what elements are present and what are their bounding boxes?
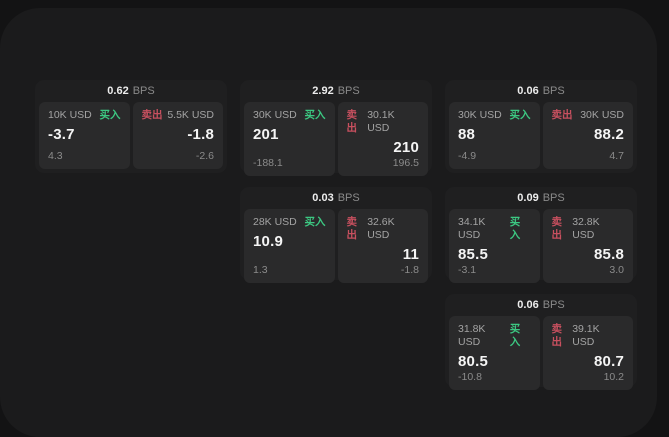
buy-delta: 4.3 [48, 150, 63, 162]
sell-amount: 30.1K USD [367, 109, 395, 134]
bps-unit-label: BPS [132, 85, 155, 97]
quote-panels: 34.1K USD 买入 85.5 -3.1 卖出 32.8K USD 85.8… [449, 209, 633, 283]
sell-amount: 39.1K USD [572, 323, 600, 348]
buy-amount: 28K USD [253, 216, 297, 228]
sell-amount: 30K USD [580, 109, 624, 121]
buy-delta: -188.1 [253, 157, 283, 169]
buy-side-label: 买入 [304, 216, 326, 228]
buy-side-label: 买入 [509, 216, 521, 241]
quote-card: 0.62 BPS 10K USD 买入 -3.7 4.3 卖出 5.5K USD… [35, 80, 227, 173]
bps-value: 0.06 [517, 299, 539, 311]
buy-delta: -10.8 [458, 371, 482, 383]
bps-value: 0.62 [107, 85, 129, 97]
sell-panel[interactable]: 卖出 32.8K USD 85.8 3.0 [542, 209, 633, 283]
sell-amount: 5.5K USD [167, 109, 214, 121]
quote-panels: 10K USD 买入 -3.7 4.3 卖出 5.5K USD -1.8 -2.… [39, 102, 223, 169]
bps-unit-label: BPS [542, 85, 565, 97]
quote-panels: 30K USD 买入 88 -4.9 卖出 30K USD 88.2 4.7 [449, 102, 633, 169]
bps-value: 0.09 [517, 192, 539, 204]
bps-header: 0.62 BPS [39, 80, 223, 102]
buy-amount: 30K USD [253, 109, 297, 121]
buy-amount: 34.1K USD [458, 216, 486, 241]
buy-price: 80.5 [458, 353, 488, 370]
sell-panel[interactable]: 卖出 32.6K USD 11 -1.8 [337, 209, 428, 283]
bps-unit-label: BPS [542, 192, 565, 204]
sell-price: 85.8 [594, 246, 624, 263]
bps-unit-label: BPS [337, 85, 360, 97]
sell-side-label: 卖出 [346, 109, 358, 134]
sell-delta: 10.2 [603, 371, 624, 383]
buy-delta: -4.9 [458, 150, 477, 162]
sell-side-label: 卖出 [141, 109, 163, 121]
buy-price: 201 [253, 126, 279, 143]
bps-header: 2.92 BPS [244, 80, 428, 102]
bps-header: 0.03 BPS [244, 187, 428, 209]
buy-panel[interactable]: 28K USD 买入 10.9 1.3 [244, 209, 335, 283]
buy-amount: 10K USD [48, 109, 92, 121]
sell-side-label: 卖出 [551, 109, 573, 121]
bps-value: 0.03 [312, 192, 334, 204]
quote-card: 0.06 BPS 30K USD 买入 88 -4.9 卖出 30K USD 8… [445, 80, 637, 173]
sell-delta: 196.5 [392, 157, 419, 169]
bps-unit-label: BPS [337, 192, 360, 204]
sell-amount: 32.6K USD [367, 216, 395, 241]
buy-panel[interactable]: 30K USD 买入 201 -188.1 [244, 102, 335, 176]
buy-panel[interactable]: 10K USD 买入 -3.7 4.3 [39, 102, 130, 169]
quote-panels: 28K USD 买入 10.9 1.3 卖出 32.6K USD 11 -1.8 [244, 209, 428, 283]
sell-price: 80.7 [594, 353, 624, 370]
quote-card: 0.06 BPS 31.8K USD 买入 80.5 -10.8 卖出 39.1… [445, 294, 637, 390]
sell-delta: -1.8 [400, 264, 419, 276]
sell-price: 88.2 [594, 126, 624, 143]
buy-delta: 1.3 [253, 264, 268, 276]
sell-delta: -2.6 [195, 150, 214, 162]
sell-panel[interactable]: 卖出 39.1K USD 80.7 10.2 [542, 316, 633, 390]
sell-delta: 3.0 [609, 264, 624, 276]
quote-card-grid: 0.62 BPS 10K USD 买入 -3.7 4.3 卖出 5.5K USD… [35, 80, 637, 390]
buy-panel[interactable]: 31.8K USD 买入 80.5 -10.8 [449, 316, 540, 390]
bps-value: 0.06 [517, 85, 539, 97]
sell-side-label: 卖出 [551, 323, 563, 348]
buy-price: 10.9 [253, 233, 283, 250]
sell-price: 11 [402, 246, 419, 263]
buy-side-label: 买入 [99, 109, 121, 121]
sell-delta: 4.7 [609, 150, 624, 162]
buy-side-label: 买入 [509, 109, 531, 121]
bps-header: 0.06 BPS [449, 80, 633, 102]
sell-amount: 32.8K USD [572, 216, 600, 241]
buy-price: -3.7 [48, 126, 75, 143]
quote-panels: 31.8K USD 买入 80.5 -10.8 卖出 39.1K USD 80.… [449, 316, 633, 390]
buy-side-label: 买入 [304, 109, 326, 121]
quote-card: 0.09 BPS 34.1K USD 买入 85.5 -3.1 卖出 32.8K… [445, 187, 637, 283]
bps-unit-label: BPS [542, 299, 565, 311]
quote-panels: 30K USD 买入 201 -188.1 卖出 30.1K USD 210 1… [244, 102, 428, 176]
sell-price: -1.8 [187, 126, 214, 143]
bps-header: 0.06 BPS [449, 294, 633, 316]
buy-amount: 31.8K USD [458, 323, 486, 348]
quote-card: 2.92 BPS 30K USD 买入 201 -188.1 卖出 30.1K … [240, 80, 432, 176]
buy-price: 88 [458, 126, 476, 143]
bps-header: 0.09 BPS [449, 187, 633, 209]
buy-panel[interactable]: 34.1K USD 买入 85.5 -3.1 [449, 209, 540, 283]
sell-side-label: 卖出 [346, 216, 358, 241]
buy-price: 85.5 [458, 246, 488, 263]
sell-price: 210 [393, 139, 419, 156]
buy-panel[interactable]: 30K USD 买入 88 -4.9 [449, 102, 540, 169]
sell-side-label: 卖出 [551, 216, 563, 241]
buy-delta: -3.1 [458, 264, 477, 276]
quote-card: 0.03 BPS 28K USD 买入 10.9 1.3 卖出 32.6K US… [240, 187, 432, 283]
sell-panel[interactable]: 卖出 30.1K USD 210 196.5 [337, 102, 428, 176]
buy-amount: 30K USD [458, 109, 502, 121]
buy-side-label: 买入 [509, 323, 521, 348]
sell-panel[interactable]: 卖出 30K USD 88.2 4.7 [542, 102, 633, 169]
bps-value: 2.92 [312, 85, 334, 97]
sell-panel[interactable]: 卖出 5.5K USD -1.8 -2.6 [132, 102, 223, 169]
